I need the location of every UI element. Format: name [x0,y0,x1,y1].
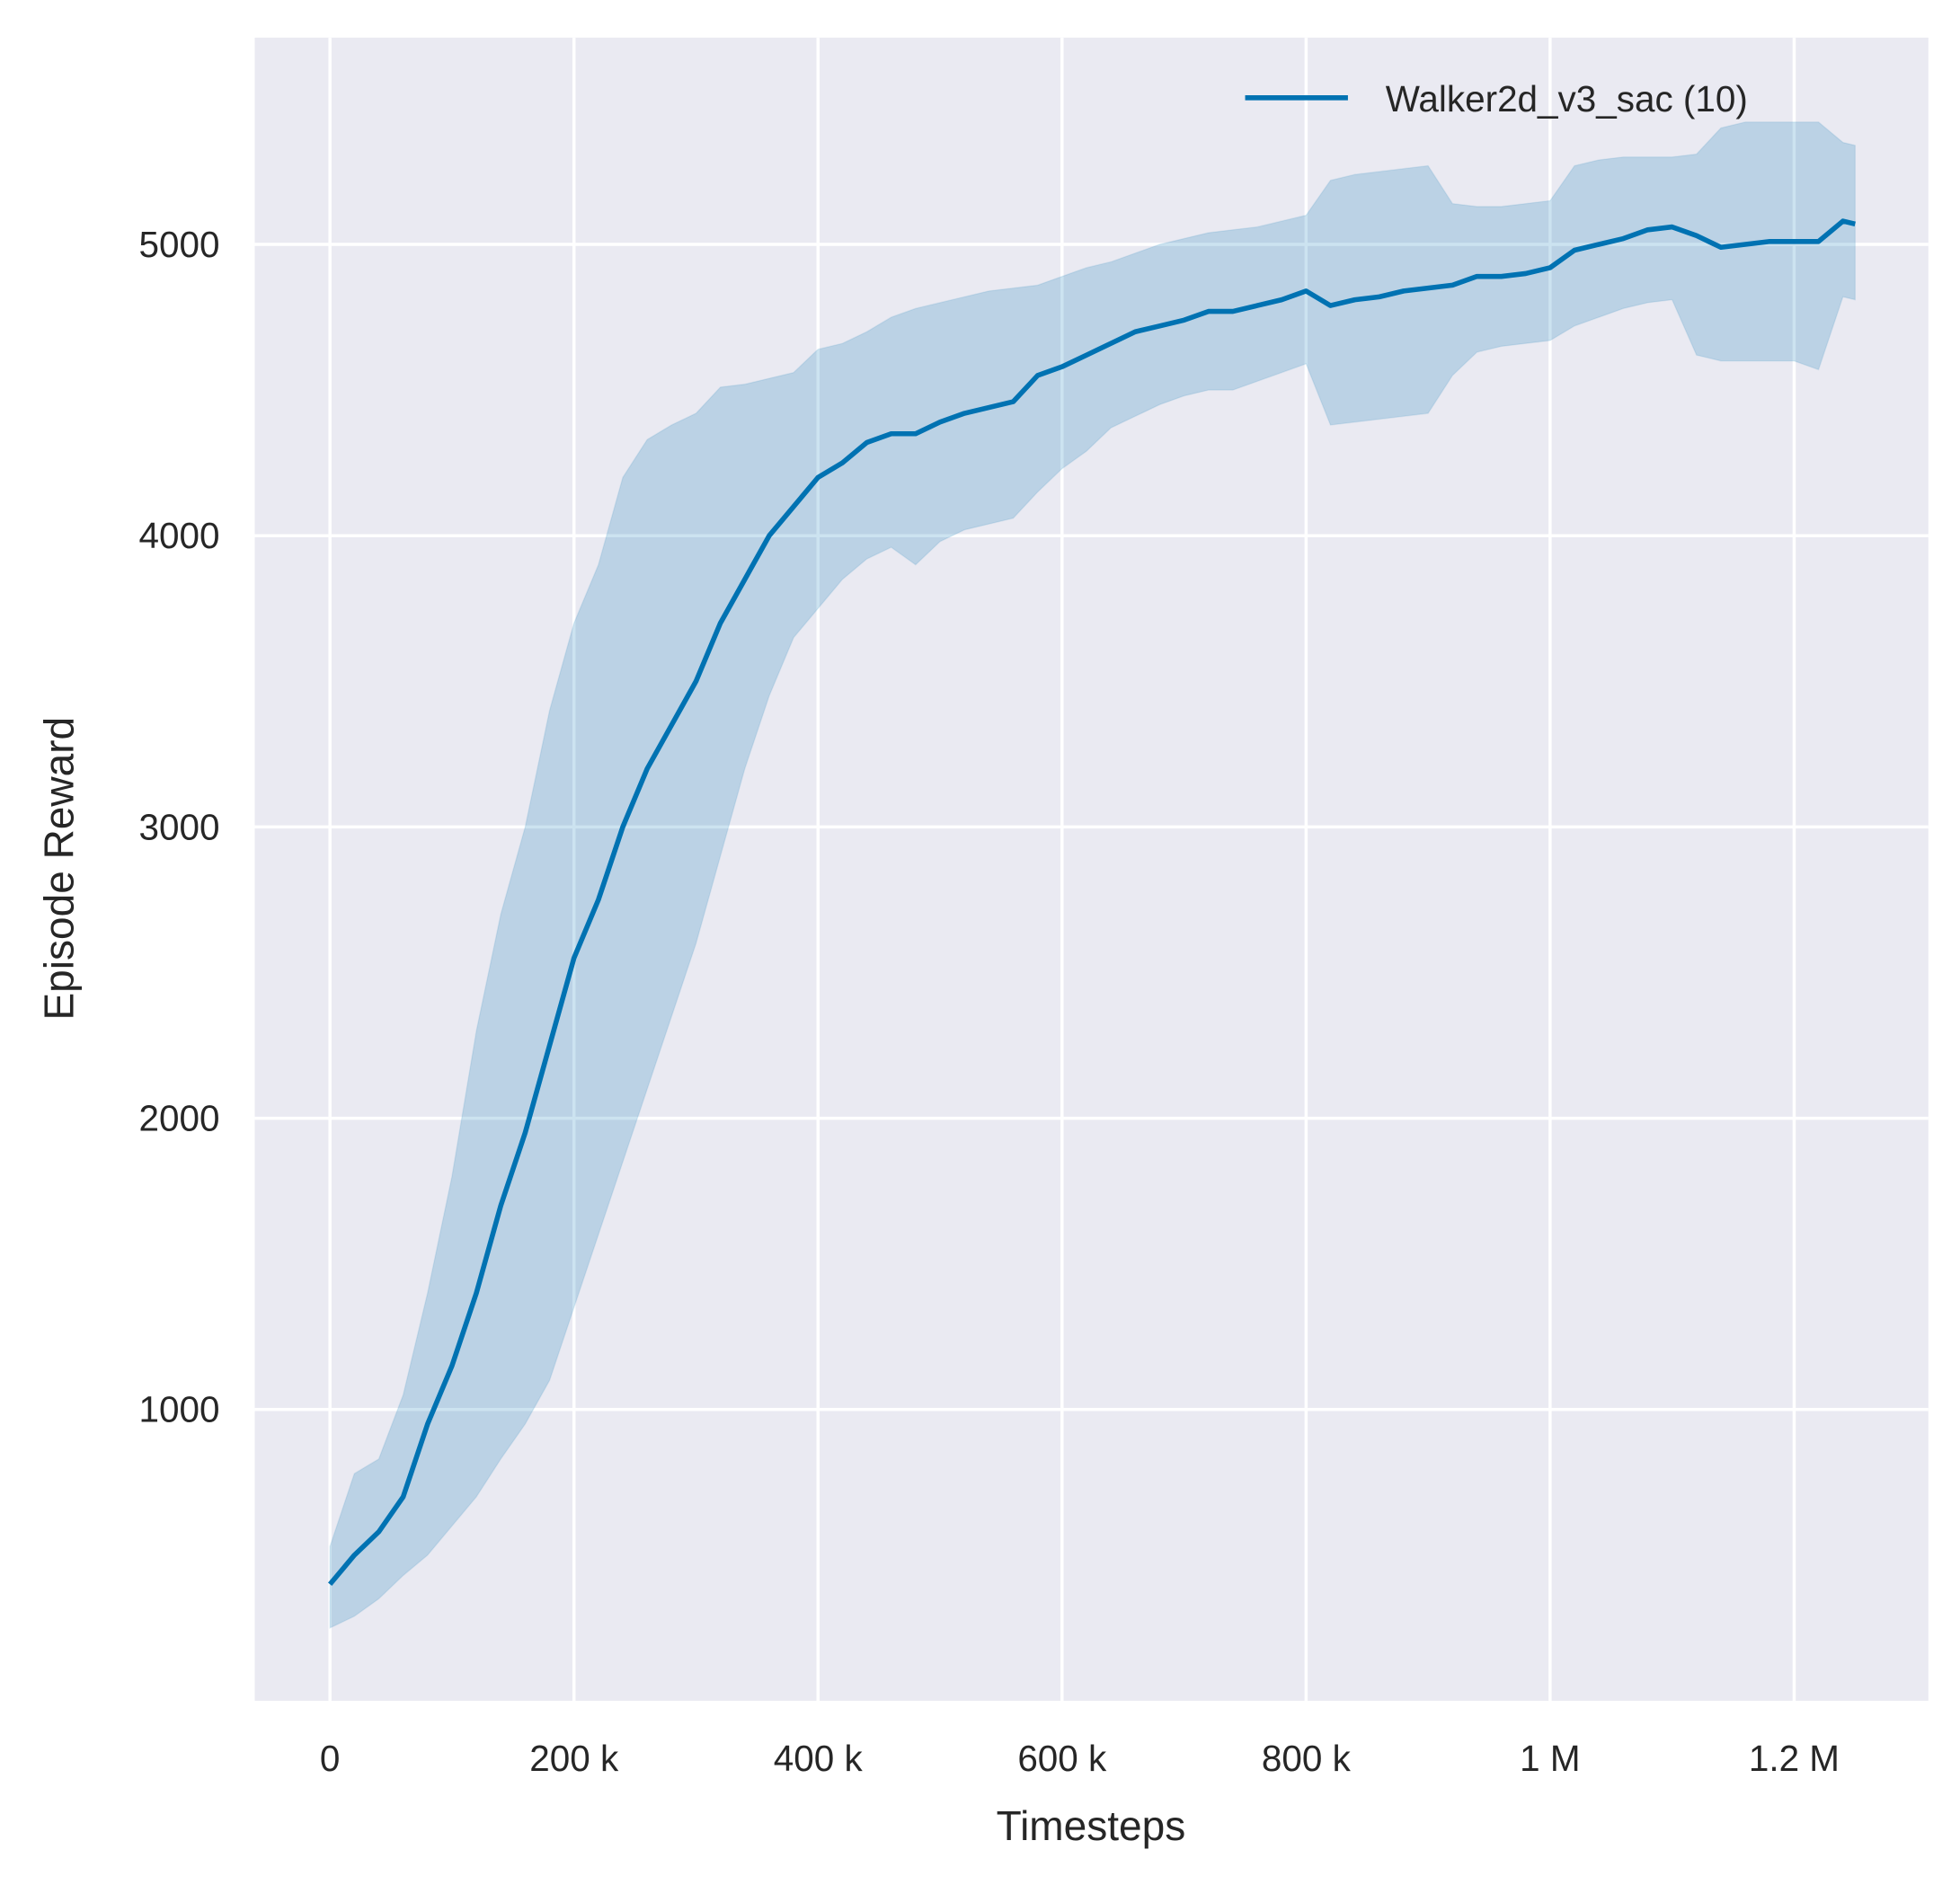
x-tick-label: 600 k [1017,1738,1107,1779]
x-tick-label: 800 k [1262,1738,1352,1779]
grid [254,37,1929,1701]
legend: Walker2d_v3_sac (10) [1245,78,1748,119]
y-tick-label: 3000 [138,806,219,847]
std-band [329,121,1857,1630]
y-tick-label: 4000 [138,515,219,556]
x-axis-label: Timesteps [997,1802,1186,1849]
x-tick-label: 0 [320,1738,340,1779]
legend-label: Walker2d_v3_sac (10) [1386,78,1748,119]
x-tick-labels: 0 200 k 400 k 600 k 800 k 1 M 1.2 M [320,1738,1840,1779]
x-tick-label: 400 k [774,1738,864,1779]
mean-line [328,218,1856,1587]
y-tick-label: 2000 [138,1098,219,1139]
y-tick-labels: 1000 2000 3000 4000 5000 [138,224,219,1430]
y-tick-label: 1000 [138,1389,219,1430]
y-axis-label: Episode Reward [35,717,82,1021]
x-tick-label: 1.2 M [1749,1738,1840,1779]
x-tick-label: 200 k [529,1738,619,1779]
plot-background [254,37,1929,1701]
x-tick-label: 1 M [1520,1738,1580,1779]
y-tick-label: 5000 [138,224,219,265]
